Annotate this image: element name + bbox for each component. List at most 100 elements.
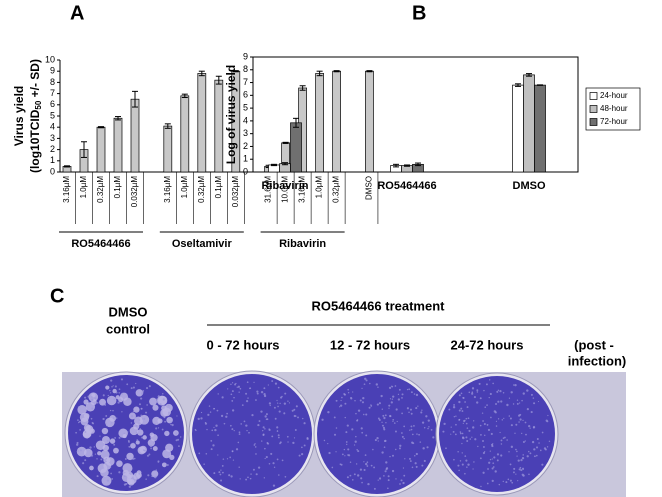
- speck: [500, 443, 503, 445]
- speck: [245, 478, 248, 481]
- speck: [198, 452, 201, 455]
- speck: [482, 471, 485, 474]
- speck: [469, 438, 472, 440]
- speck: [262, 434, 265, 437]
- speck: [335, 399, 338, 402]
- speck: [488, 397, 490, 399]
- speck: [401, 412, 403, 415]
- speck: [453, 458, 455, 461]
- speck: [359, 399, 362, 402]
- speck: [546, 446, 549, 448]
- speck: [415, 452, 418, 456]
- speck: [516, 399, 519, 401]
- speck: [499, 431, 501, 434]
- plaque: [133, 406, 140, 413]
- speck: [509, 479, 513, 482]
- speck: [274, 382, 278, 385]
- speck: [165, 431, 168, 433]
- speck: [376, 403, 379, 406]
- speck: [461, 436, 465, 439]
- control-label: control: [106, 321, 150, 336]
- speck: [236, 386, 238, 388]
- speck: [491, 467, 494, 470]
- speck: [500, 454, 503, 457]
- speck: [118, 388, 121, 391]
- speck: [142, 389, 145, 392]
- speck: [245, 400, 249, 403]
- speck: [128, 485, 131, 488]
- speck: [277, 386, 280, 389]
- speck: [287, 441, 289, 443]
- speck: [479, 424, 482, 427]
- plate: [192, 374, 312, 494]
- speck: [240, 423, 243, 425]
- speck: [502, 480, 504, 483]
- speck: [84, 396, 87, 399]
- y-tick-label: 6: [50, 99, 55, 109]
- speck: [263, 393, 266, 396]
- speck: [397, 398, 401, 401]
- speck: [161, 428, 164, 431]
- speck: [425, 415, 428, 418]
- speck: [210, 439, 213, 442]
- speck: [156, 400, 158, 403]
- speck: [426, 446, 429, 449]
- speck: [381, 408, 384, 410]
- speck: [132, 386, 135, 389]
- speck: [253, 381, 255, 384]
- legend-swatch: [589, 105, 598, 113]
- plaque: [164, 430, 170, 437]
- speck: [392, 418, 395, 421]
- speck: [327, 442, 329, 445]
- speck: [369, 382, 371, 385]
- speck: [118, 471, 121, 474]
- speck: [220, 414, 224, 418]
- speck: [256, 390, 259, 393]
- speck: [118, 392, 120, 394]
- plaque: [136, 472, 142, 479]
- speck: [135, 416, 137, 419]
- x-tick-label: 3.16µM: [298, 176, 307, 203]
- speck: [278, 410, 281, 413]
- speck: [520, 459, 523, 462]
- plaque: [116, 460, 123, 467]
- speck: [487, 468, 489, 471]
- speck: [123, 475, 126, 478]
- speck: [524, 440, 526, 442]
- speck: [360, 477, 363, 480]
- plaque: [76, 446, 87, 457]
- speck: [111, 385, 113, 388]
- speck: [347, 454, 349, 456]
- speck: [398, 447, 401, 450]
- speck: [445, 447, 447, 450]
- speck: [395, 448, 397, 451]
- speck: [206, 428, 208, 431]
- speck: [102, 417, 105, 421]
- speck: [264, 428, 266, 430]
- speck: [273, 466, 276, 468]
- y-tick-label: 2: [50, 144, 55, 154]
- speck: [283, 412, 286, 415]
- speck: [521, 399, 523, 402]
- speck: [274, 417, 277, 420]
- speck: [364, 454, 367, 456]
- plaque: [152, 404, 159, 411]
- speck: [247, 476, 249, 479]
- speck: [401, 397, 403, 399]
- speck: [466, 427, 469, 429]
- speck: [499, 389, 502, 393]
- note-label: infection): [568, 353, 627, 368]
- speck: [293, 408, 296, 411]
- bar: [365, 70, 374, 173]
- plaque: [129, 426, 139, 436]
- plaque: [89, 465, 94, 471]
- speck: [536, 437, 539, 441]
- speck: [522, 467, 525, 470]
- speck: [520, 469, 523, 472]
- speck: [339, 404, 343, 407]
- speck: [213, 426, 215, 429]
- speck: [413, 424, 415, 427]
- speck: [501, 419, 504, 421]
- speck: [346, 476, 349, 479]
- speck: [495, 425, 498, 427]
